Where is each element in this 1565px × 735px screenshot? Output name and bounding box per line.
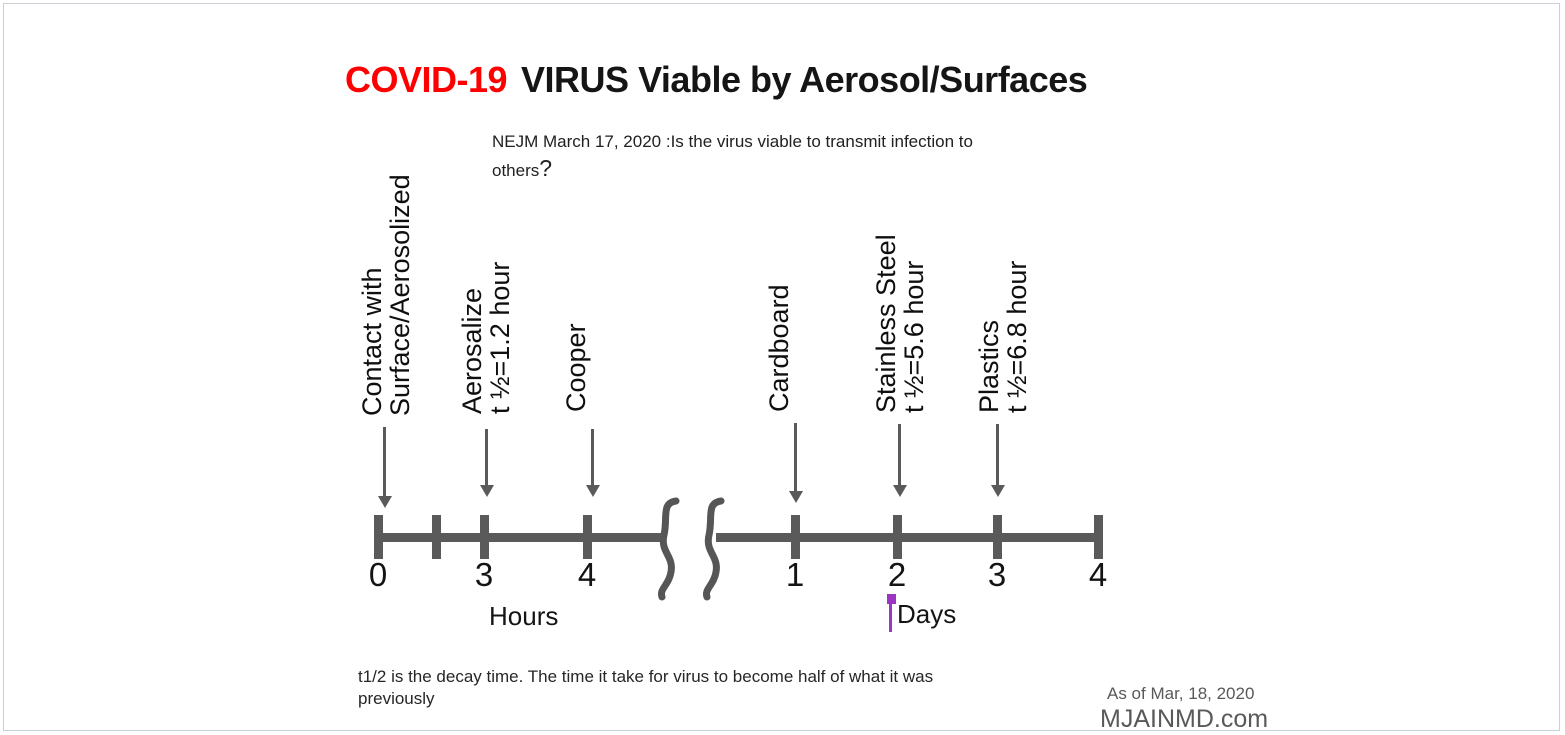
- footnote-line-1: t1/2 is the decay time. The time it take…: [358, 667, 934, 686]
- annotation-cooper: Cooper: [561, 323, 591, 412]
- down-arrow-contact: [377, 427, 392, 508]
- down-arrow-cardboard: [788, 423, 803, 503]
- annotation-line: Aerosalize: [457, 287, 487, 414]
- annotation-line: Surface/Aerosolized: [385, 174, 415, 416]
- subtitle-textbox: NEJM March 17, 2020 :Is the virus viable…: [492, 129, 973, 184]
- title-accent-text: COVID-19: [345, 59, 508, 100]
- tick-mark: [374, 515, 383, 559]
- annotation-cardboard: Cardboard: [764, 284, 794, 412]
- text-cursor: [889, 594, 892, 632]
- tick-mark: [1094, 515, 1103, 559]
- subtitle-line-2: others: [492, 161, 540, 180]
- annotation-line: Cooper: [561, 323, 591, 412]
- down-arrow-cooper: [585, 429, 600, 497]
- tick-label-hours-4: 4: [577, 556, 597, 593]
- annotation-line: Contact with: [357, 267, 387, 416]
- down-arrow-aerosalize: [479, 429, 494, 497]
- annotation-plastics: Plastics t ½=6.8 hour: [974, 260, 1032, 413]
- annotation-line: t ½=1.2 hour: [485, 261, 515, 414]
- subtitle-question-mark: ?: [539, 155, 553, 181]
- down-arrow-plastics: [990, 424, 1005, 497]
- site-name: MJAINMD.com: [1100, 705, 1269, 733]
- annotation-contact-surface: Contact with Surface/Aerosolized: [357, 174, 415, 416]
- tick-mark: [993, 515, 1002, 559]
- hours-axis-caption: Hours: [489, 601, 559, 631]
- tick-mark: [791, 515, 800, 559]
- footnote-line-2: previously: [358, 689, 435, 708]
- annotation-line: t ½=6.8 hour: [1002, 260, 1032, 413]
- annotation-stainless-steel: Stainless Steel t ½=5.6 hour: [871, 234, 929, 413]
- axis-line-hours: [378, 533, 663, 542]
- tick-label-hours-0: 0: [368, 556, 388, 593]
- tick-label-days-4: 4: [1088, 556, 1108, 593]
- annotation-line: Plastics: [974, 319, 1004, 413]
- as-of-date: As of Mar, 18, 2020: [1107, 684, 1255, 703]
- axis-line-days: [716, 533, 1102, 542]
- tick-mark: [583, 515, 592, 559]
- tick-label-days-1: 1: [785, 556, 805, 593]
- down-arrow-stainless-steel: [892, 424, 907, 497]
- days-axis-caption[interactable]: Days: [897, 599, 957, 629]
- annotation-aerosalize: Aerosalize t ½=1.2 hour: [457, 261, 515, 414]
- annotation-line: Stainless Steel: [871, 234, 901, 413]
- tick-mark: [893, 515, 902, 559]
- page-title: COVID-19 VIRUS Viable by Aerosol/Surfaces: [345, 58, 1088, 102]
- tick-mark: [432, 515, 441, 559]
- annotation-line: Cardboard: [764, 284, 794, 412]
- axis-break-icon: [657, 497, 725, 601]
- title-main-text: VIRUS Viable by Aerosol/Surfaces: [521, 59, 1088, 100]
- tick-label-hours-3: 3: [474, 556, 494, 593]
- footnote-textbox: t1/2 is the decay time. The time it take…: [358, 666, 933, 710]
- tick-mark: [480, 515, 489, 559]
- tick-label-days-2: 2: [887, 556, 907, 593]
- tick-label-days-3: 3: [987, 556, 1007, 593]
- annotation-line: t ½=5.6 hour: [899, 260, 929, 413]
- subtitle-line-1: NEJM March 17, 2020 :Is the virus viable…: [492, 132, 973, 151]
